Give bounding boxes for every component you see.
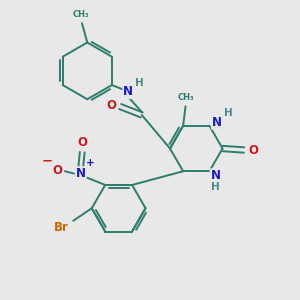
Text: N: N [212,116,222,129]
Text: N: N [76,167,86,180]
Text: CH₃: CH₃ [178,93,194,102]
Text: +: + [86,158,95,168]
Text: Br: Br [54,221,69,234]
Text: O: O [248,143,258,157]
Text: N: N [210,169,220,182]
Text: O: O [53,164,63,177]
Text: O: O [107,99,117,112]
Text: H: H [211,182,220,192]
Text: H: H [135,78,144,88]
Text: CH₃: CH₃ [72,10,89,19]
Text: O: O [77,136,87,149]
Text: N: N [123,85,133,98]
Text: H: H [224,108,232,118]
Text: −: − [41,154,52,167]
